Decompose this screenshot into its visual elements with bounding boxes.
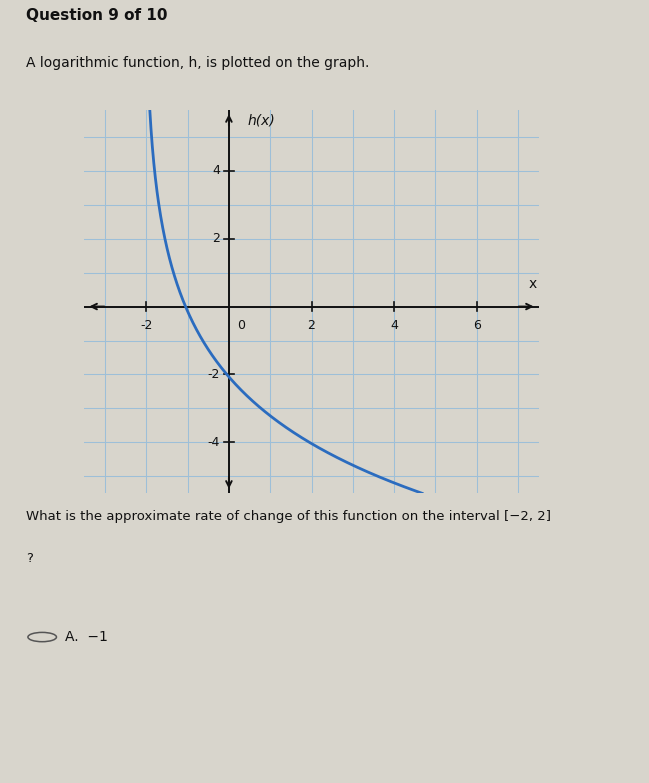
Text: A logarithmic function, h, is plotted on the graph.: A logarithmic function, h, is plotted on… <box>26 56 369 70</box>
Text: 2: 2 <box>308 319 315 333</box>
Text: -2: -2 <box>208 368 220 381</box>
Text: 4: 4 <box>390 319 398 333</box>
Text: ?: ? <box>26 553 33 565</box>
Text: What is the approximate rate of change of this function on the interval [−2, 2]: What is the approximate rate of change o… <box>26 511 551 523</box>
Text: 6: 6 <box>472 319 481 333</box>
Text: h(x): h(x) <box>247 114 275 128</box>
Text: -4: -4 <box>208 436 220 449</box>
Text: 2: 2 <box>212 232 220 245</box>
Text: x: x <box>528 277 537 291</box>
Text: 0: 0 <box>237 319 245 333</box>
Text: -2: -2 <box>140 319 153 333</box>
Text: Question 9 of 10: Question 9 of 10 <box>26 8 167 23</box>
Text: 4: 4 <box>212 164 220 177</box>
Text: A.  −1: A. −1 <box>65 630 108 644</box>
